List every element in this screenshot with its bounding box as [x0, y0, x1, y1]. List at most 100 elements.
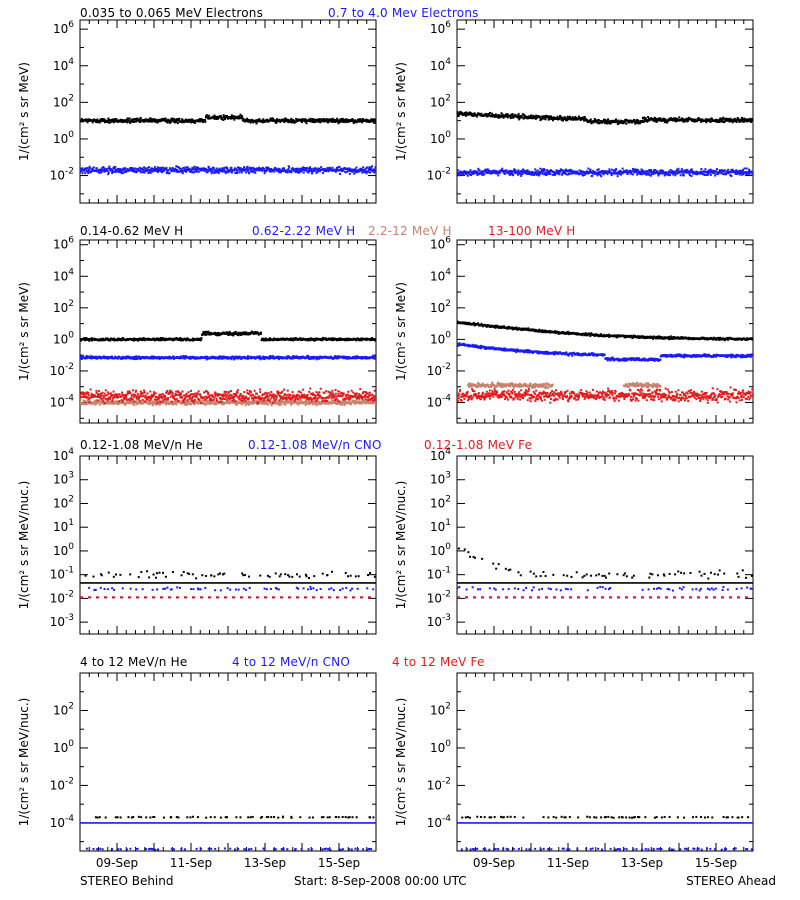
data-point — [252, 402, 255, 405]
data-point — [229, 399, 232, 402]
data-point — [205, 114, 208, 117]
data-point — [317, 169, 320, 172]
data-point — [128, 117, 131, 120]
data-point — [596, 168, 599, 171]
data-point — [236, 169, 239, 172]
data-point — [85, 354, 88, 357]
data-point — [176, 122, 179, 125]
data-point — [335, 355, 338, 358]
data-point — [748, 172, 751, 175]
data-point — [210, 168, 213, 171]
data-point — [235, 168, 238, 171]
data-point — [676, 168, 679, 171]
data-point — [338, 120, 341, 123]
data-point — [690, 118, 693, 121]
data-point — [659, 170, 662, 173]
y-tick-label: 10-2 — [427, 167, 451, 183]
data-point — [222, 355, 225, 358]
data-point — [687, 171, 690, 174]
data-point — [751, 117, 753, 120]
data-point — [239, 401, 242, 404]
data-point — [236, 332, 239, 335]
data-point — [522, 168, 525, 171]
data-point — [621, 167, 624, 170]
data-point — [488, 170, 491, 173]
data-point — [135, 170, 138, 173]
data-point — [716, 172, 719, 175]
data-point — [320, 339, 323, 342]
data-point — [591, 174, 594, 177]
data-point — [185, 403, 188, 406]
data-point — [245, 167, 248, 170]
data-point — [238, 171, 241, 174]
data-point — [180, 355, 183, 358]
data-point — [116, 170, 119, 173]
data-point — [213, 114, 216, 117]
data-point — [648, 171, 651, 174]
data-point — [562, 169, 565, 172]
data-point — [101, 118, 104, 121]
data-point — [690, 175, 693, 178]
data-point — [80, 355, 83, 358]
data-point — [238, 169, 241, 172]
data-point — [360, 119, 363, 122]
data-point — [128, 169, 131, 172]
data-point — [278, 404, 281, 407]
data-point — [703, 170, 706, 173]
data-point — [494, 172, 497, 175]
data-point — [222, 118, 225, 121]
data-point — [555, 169, 558, 172]
data-point — [659, 117, 662, 120]
data-point — [675, 172, 678, 175]
data-point — [688, 172, 691, 175]
legend-entry: 13-100 MeV H — [488, 224, 576, 238]
data-point — [717, 119, 720, 122]
data-point — [663, 171, 666, 174]
data-point — [249, 121, 252, 124]
data-point — [98, 171, 101, 174]
data-point — [293, 357, 296, 360]
data-point — [616, 175, 619, 178]
data-point — [201, 121, 204, 124]
data-point — [478, 173, 481, 176]
data-point — [637, 119, 640, 122]
data-point — [663, 174, 666, 177]
data-point — [528, 115, 531, 118]
data-point — [210, 172, 213, 175]
data-point — [723, 169, 726, 172]
data-point — [557, 169, 560, 172]
data-point — [725, 117, 728, 120]
legend-entry: 0.62-2.22 MeV H — [252, 224, 355, 238]
data-point — [605, 122, 608, 125]
data-point — [609, 122, 612, 125]
data-point — [516, 171, 519, 174]
y-tick-label: 100 — [53, 330, 74, 346]
data-point — [120, 339, 123, 342]
data-point — [316, 357, 319, 360]
data-point — [242, 167, 245, 170]
data-point — [226, 166, 229, 169]
data-point — [502, 116, 505, 119]
data-point — [745, 167, 748, 170]
data-point — [620, 173, 623, 176]
data-point — [480, 112, 483, 115]
data-point — [609, 171, 612, 174]
data-point — [113, 170, 116, 173]
data-point — [664, 171, 667, 174]
data-point — [286, 357, 289, 360]
data-point — [691, 119, 694, 122]
data-point — [106, 168, 109, 171]
data-point — [156, 167, 159, 170]
data-point — [268, 356, 271, 359]
data-point — [530, 170, 533, 173]
data-point — [186, 166, 189, 169]
data-point — [675, 119, 678, 122]
data-point — [350, 118, 353, 121]
data-point — [157, 400, 160, 403]
data-point — [159, 170, 162, 173]
data-point — [491, 172, 494, 175]
data-point — [80, 170, 83, 173]
data-point — [708, 170, 711, 173]
data-point — [341, 356, 344, 359]
data-point — [262, 337, 265, 340]
